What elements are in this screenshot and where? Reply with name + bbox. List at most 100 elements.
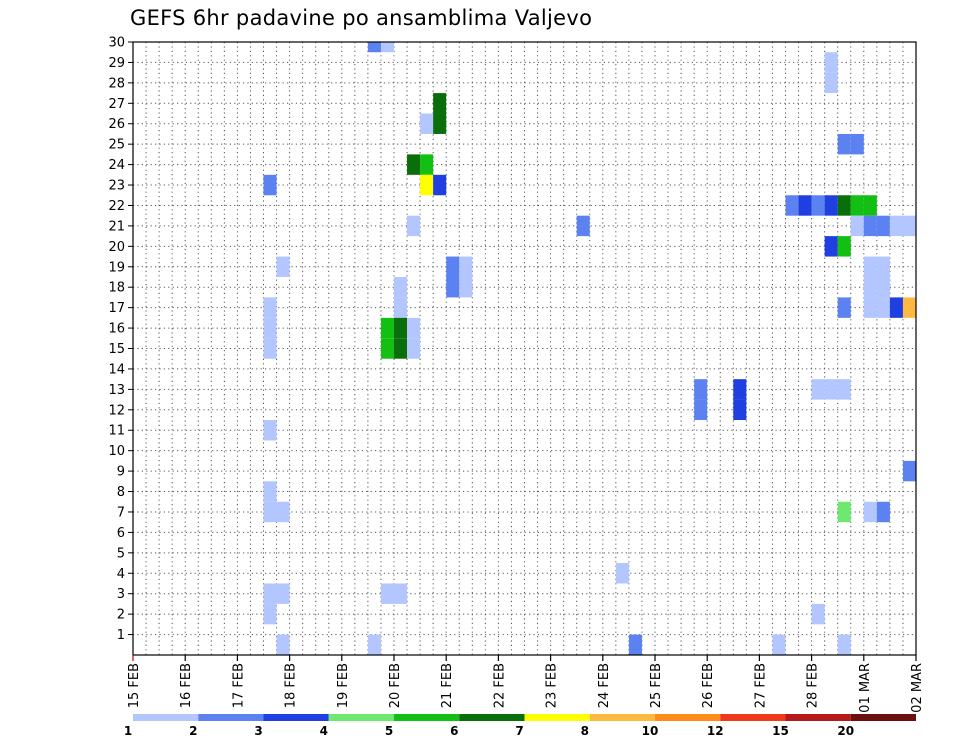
legend-swatch	[133, 714, 199, 721]
x-tick-label: 20 FEB	[388, 663, 403, 708]
heatmap-cell	[263, 603, 277, 625]
heatmap-cell	[863, 215, 877, 237]
y-tick-label: 17	[108, 301, 125, 316]
y-tick-label: 13	[108, 383, 125, 398]
heatmap-cell	[446, 276, 460, 298]
y-tick-label: 30	[108, 36, 125, 51]
heatmap-cell	[876, 276, 890, 298]
heatmap-cell	[798, 195, 812, 216]
x-tick-label: 27 FEB	[753, 663, 768, 708]
legend-swatch	[524, 714, 590, 721]
chart-title: GEFS 6hr padavine po ansamblima Valjevo	[130, 6, 593, 30]
heatmap-cell	[263, 338, 277, 359]
heatmap-cell	[837, 133, 851, 155]
y-tick-label: 10	[108, 444, 125, 459]
y-tick-label: 4	[117, 567, 125, 582]
heatmap-cell	[420, 113, 434, 134]
legend-label: 15	[772, 724, 789, 738]
y-tick-label: 9	[117, 465, 125, 480]
y-axis: 1234567891011121314151617181920212223242…	[108, 36, 133, 643]
legend-label: 20	[837, 724, 854, 738]
x-tick-label: 24 FEB	[597, 663, 612, 708]
y-tick-label: 18	[108, 281, 125, 296]
heatmap-cell	[772, 634, 786, 655]
heatmap-cell	[420, 174, 434, 196]
x-tick-label: 22 FEB	[492, 663, 507, 708]
legend-swatch	[850, 714, 916, 721]
heatmap-cell	[394, 583, 408, 604]
heatmap-cell	[850, 133, 864, 155]
heatmap-cell	[407, 215, 421, 237]
x-tick-label: 23 FEB	[545, 663, 560, 708]
y-tick-label: 5	[117, 546, 125, 561]
heatmap-cell	[433, 174, 447, 196]
heatmap-cell	[407, 317, 421, 339]
heatmap-cell	[863, 276, 877, 298]
x-tick-label: 17 FEB	[231, 663, 246, 708]
y-tick-label: 12	[108, 403, 125, 418]
x-tick-label: 15 FEB	[127, 663, 142, 708]
heatmap-cell	[433, 113, 447, 134]
y-tick-label: 28	[108, 76, 125, 91]
heatmap-cell	[394, 338, 408, 359]
legend-swatch	[328, 714, 394, 721]
heatmap-cell	[407, 154, 421, 175]
y-tick-label: 7	[117, 505, 125, 520]
heatmap-cell	[263, 583, 277, 604]
heatmap-cell	[433, 93, 447, 114]
x-tick-label: 16 FEB	[179, 663, 194, 708]
y-tick-label: 27	[108, 97, 125, 112]
x-tick-label: 18 FEB	[284, 663, 299, 708]
heatmap-cell	[850, 195, 864, 216]
heatmap-cell	[811, 195, 825, 216]
heatmap-cell	[824, 236, 838, 257]
heatmap-cell	[863, 297, 877, 318]
y-tick-label: 14	[108, 362, 125, 377]
legend-swatch	[720, 714, 786, 721]
heatmap-cell	[837, 501, 851, 523]
heatmap-cell	[863, 501, 877, 523]
heatmap-cell	[380, 317, 394, 339]
heatmap-cell	[850, 215, 864, 237]
y-tick-label: 24	[108, 158, 125, 173]
heatmap-cell	[837, 379, 851, 400]
heatmap-cell	[824, 72, 838, 94]
heatmap-cell	[459, 276, 473, 298]
heatmap-cell	[876, 501, 890, 523]
y-tick-label: 6	[117, 526, 125, 541]
heatmap-cell	[889, 297, 903, 318]
legend-swatch	[394, 714, 460, 721]
heatmap-cell	[733, 399, 747, 421]
x-tick-label: 25 FEB	[649, 663, 664, 708]
legend-label: 12	[707, 724, 724, 738]
heatmap-cell	[733, 379, 747, 400]
x-tick-label: 01 MAR	[858, 663, 873, 713]
y-tick-label: 23	[108, 179, 125, 194]
heatmap-cell	[628, 634, 642, 655]
heatmap-cell	[863, 195, 877, 216]
heatmap-cell	[694, 379, 708, 400]
legend-label: 7	[515, 724, 523, 738]
heatmap-cell	[837, 634, 851, 655]
heatmap-cell	[276, 256, 290, 277]
x-tick-label: 19 FEB	[336, 663, 351, 708]
y-tick-label: 15	[108, 342, 125, 357]
heatmap-cell	[263, 174, 277, 196]
heatmap-cell	[615, 563, 629, 584]
heatmap-cell	[276, 501, 290, 523]
heatmap-cell	[902, 297, 916, 318]
y-tick-label: 2	[117, 608, 125, 623]
heatmap-cell	[420, 154, 434, 175]
legend-label: 6	[450, 724, 458, 738]
heatmap-cell	[276, 583, 290, 604]
legend-label: 2	[189, 724, 197, 738]
heatmap-cell	[380, 338, 394, 359]
legend-swatch	[655, 714, 721, 721]
y-tick-label: 29	[108, 56, 125, 71]
legend-label: 4	[320, 724, 328, 738]
y-tick-label: 21	[108, 219, 125, 234]
y-tick-label: 16	[108, 322, 125, 337]
grid-lines	[133, 41, 916, 655]
legend-label: 5	[385, 724, 393, 738]
